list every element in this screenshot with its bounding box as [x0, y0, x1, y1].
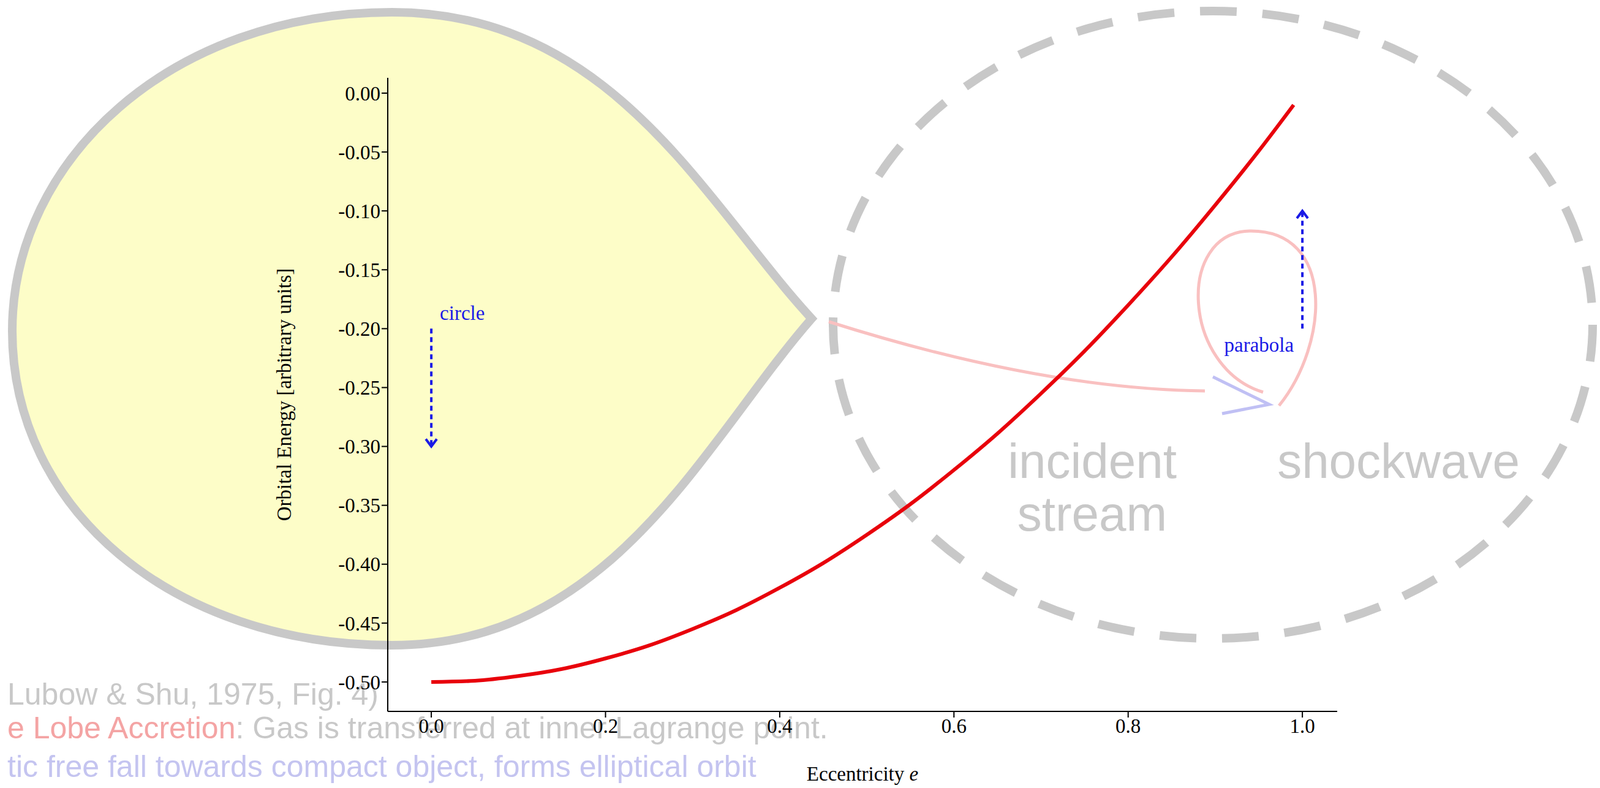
- svg-text:0.8: 0.8: [1115, 714, 1141, 737]
- svg-text:Orbital Energy [arbitrary unit: Orbital Energy [arbitrary units]: [273, 268, 296, 522]
- svg-text:-0.25: -0.25: [338, 376, 381, 399]
- svg-text:-0.15: -0.15: [338, 259, 381, 282]
- svg-text:-0.10: -0.10: [338, 200, 381, 223]
- svg-text:parabola: parabola: [1224, 333, 1295, 356]
- svg-text:incident: incident: [1007, 433, 1177, 489]
- svg-text:-0.35: -0.35: [338, 494, 381, 517]
- svg-text:0.6: 0.6: [941, 714, 967, 737]
- svg-text:-0.40: -0.40: [338, 553, 381, 576]
- svg-text:-0.45: -0.45: [338, 612, 381, 635]
- svg-text:tic free fall towards compact: tic free fall towards compact object, fo…: [7, 749, 757, 784]
- svg-text:-0.50: -0.50: [338, 671, 381, 694]
- svg-text:-0.20: -0.20: [338, 317, 381, 340]
- svg-text:1.0: 1.0: [1289, 714, 1315, 737]
- svg-text:Eccentricity e: Eccentricity e: [806, 762, 919, 785]
- svg-text:0.4: 0.4: [766, 714, 793, 737]
- svg-text:e Lobe Accretion: Gas is trans: e Lobe Accretion: Gas is transferred at …: [7, 710, 829, 745]
- svg-text:-0.30: -0.30: [338, 435, 381, 458]
- svg-text:shockwave: shockwave: [1277, 433, 1520, 489]
- svg-text:-0.05: -0.05: [338, 141, 381, 164]
- svg-text:stream: stream: [1017, 486, 1168, 541]
- svg-text:0.2: 0.2: [592, 714, 619, 737]
- svg-text:0.00: 0.00: [344, 82, 381, 105]
- svg-text:Lubow & Shu, 1975, Fig. 4): Lubow & Shu, 1975, Fig. 4): [7, 676, 379, 712]
- svg-text:0.0: 0.0: [418, 714, 444, 737]
- svg-text:circle: circle: [439, 301, 485, 325]
